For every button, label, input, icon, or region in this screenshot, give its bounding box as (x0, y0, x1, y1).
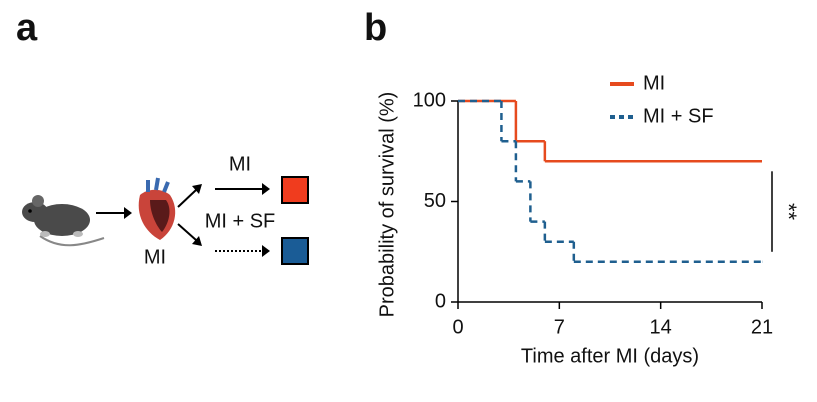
y-tick-label: 50 (424, 190, 446, 212)
branch-label: MI + SF (205, 210, 276, 232)
arrow (177, 223, 197, 241)
legend-label: MI + SF (643, 105, 714, 127)
x-tick-label: 7 (554, 316, 565, 338)
mouse-icon (22, 195, 105, 247)
x-tick-label: 21 (751, 316, 773, 338)
arrow-head (124, 207, 132, 219)
group-box (281, 237, 309, 265)
panel-label: b (364, 7, 387, 49)
arrow-head (192, 236, 202, 246)
y-tick-label: 100 (413, 89, 446, 111)
panel-label: a (16, 7, 38, 49)
branch-label: MI (229, 153, 251, 175)
x-axis-label: Time after MI (days) (521, 345, 699, 367)
y-tick-label: 0 (435, 290, 446, 312)
group-box (281, 176, 309, 204)
arrow (177, 189, 197, 208)
x-tick-label: 14 (650, 316, 672, 338)
arrow-head (192, 184, 202, 194)
legend-label: MI (643, 72, 665, 94)
x-tick-label: 0 (452, 316, 463, 338)
heart-label: MI (144, 246, 166, 268)
heart-icon (138, 177, 176, 240)
arrow-head (262, 183, 270, 195)
y-axis-label: Probability of survival (%) (376, 92, 398, 318)
significance-label: ** (776, 203, 801, 221)
arrow-head (262, 245, 270, 257)
